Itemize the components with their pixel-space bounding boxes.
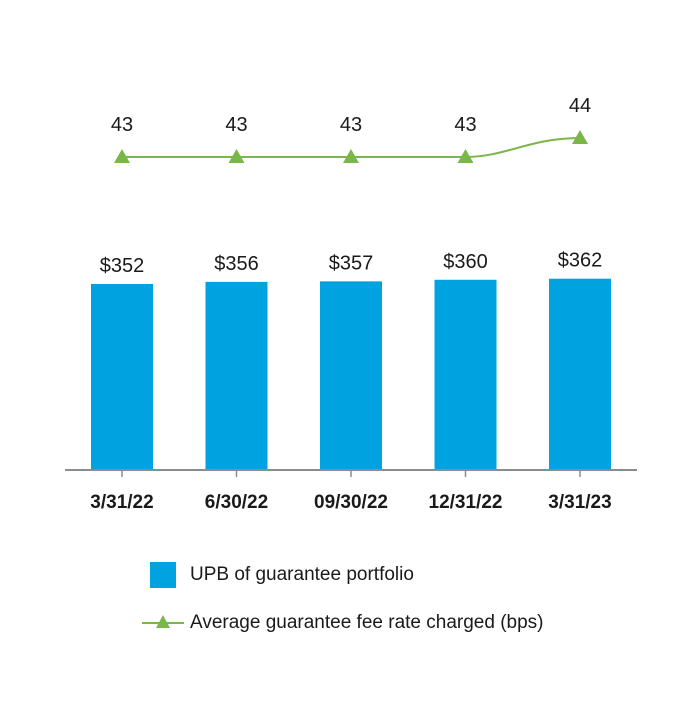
bar: [91, 284, 153, 470]
bar-value-label: $360: [443, 251, 488, 273]
bar: [434, 279, 497, 470]
bar: [549, 278, 611, 470]
legend-item-fee-rate: Average guarantee fee rate charged (bps): [142, 608, 544, 638]
fee-rate-marker: [228, 149, 245, 163]
fee-rate-marker: [114, 149, 130, 163]
fee-rate-value-label: 44: [569, 95, 591, 117]
bar: [205, 281, 268, 470]
legend-bar-swatch: [150, 562, 176, 588]
fee-rate-value-label: 43: [340, 114, 362, 136]
bar-value-label: $356: [214, 253, 259, 275]
legend-item-upb: UPB of guarantee portfolio: [148, 560, 544, 590]
legend-label-fee-rate: Average guarantee fee rate charged (bps): [190, 612, 544, 633]
bar-value-label: $357: [329, 252, 374, 274]
x-tick-label: 09/30/22: [314, 492, 388, 513]
fee-rate-value-label: 43: [225, 114, 247, 136]
legend-label-upb: UPB of guarantee portfolio: [190, 564, 414, 585]
bar-value-label: $352: [100, 255, 145, 277]
legend-line-swatch: [142, 615, 184, 628]
fee-rate-value-label: 43: [111, 114, 133, 136]
legend-triangle-marker: [156, 615, 170, 628]
fee-rate-marker: [457, 149, 474, 163]
fee-rate-marker: [343, 149, 359, 163]
bar-value-label: $362: [558, 250, 603, 272]
legend: UPB of guarantee portfolio Average guara…: [142, 560, 544, 656]
bar: [320, 281, 382, 470]
x-tick-label: 3/31/23: [548, 492, 611, 513]
fee-rate-line: [122, 137, 581, 158]
x-tick-label: 6/30/22: [205, 492, 268, 513]
fee-rate-value-label: 43: [454, 114, 476, 136]
chart: $352 $356 $357 $360 $362 3/31/22 6/30/22 09/30/…: [65, 95, 637, 513]
x-tick-label: 12/31/22: [429, 492, 503, 513]
x-tick-label: 3/31/22: [90, 492, 153, 513]
fee-rate-marker: [572, 130, 588, 144]
